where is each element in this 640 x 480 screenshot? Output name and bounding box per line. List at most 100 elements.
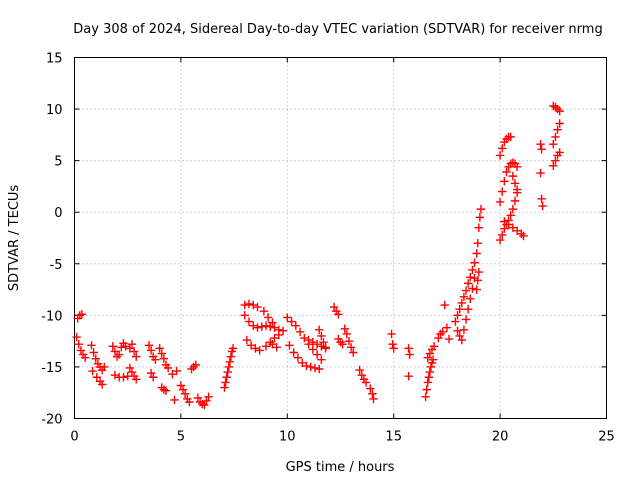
- data-point: [334, 310, 343, 319]
- data-point: [80, 353, 90, 362]
- data-point: [149, 373, 158, 382]
- data-point: [263, 313, 273, 322]
- data-point: [455, 304, 464, 314]
- y-tick-label: -15: [41, 361, 62, 376]
- y-tick-label: -10: [41, 309, 62, 324]
- data-point: [536, 168, 545, 178]
- data-point: [88, 366, 97, 376]
- data-point: [255, 346, 264, 355]
- data-point: [555, 119, 564, 128]
- data-point: [306, 362, 315, 372]
- data-point: [555, 106, 564, 116]
- data-point: [555, 148, 564, 157]
- data-point: [304, 335, 313, 345]
- data-point: [315, 364, 324, 374]
- data-point: [512, 162, 522, 172]
- data-point: [508, 204, 518, 214]
- data-point: [519, 231, 528, 241]
- data-point: [495, 151, 505, 160]
- data-point: [224, 362, 233, 372]
- data-point: [510, 196, 520, 206]
- data-point: [344, 336, 354, 346]
- data-point: [308, 337, 318, 347]
- data-point: [293, 353, 303, 362]
- data-point: [253, 323, 262, 332]
- data-point: [121, 342, 130, 351]
- data-point: [468, 284, 477, 293]
- data-point: [161, 386, 171, 395]
- data-point: [159, 354, 169, 363]
- data-point: [504, 220, 513, 229]
- data-point: [315, 325, 324, 334]
- data-point: [466, 294, 475, 304]
- data-point: [466, 272, 475, 282]
- data-point: [475, 213, 485, 222]
- data-point: [472, 249, 481, 258]
- data-point: [257, 322, 266, 331]
- y-tick-label: 0: [54, 206, 62, 221]
- data-point: [97, 380, 107, 389]
- data-point: [268, 340, 277, 349]
- data-point: [74, 340, 83, 349]
- data-point: [312, 340, 322, 349]
- data-point: [553, 125, 562, 134]
- chart-title: Day 308 of 2024, Sidereal Day-to-day VTE…: [73, 22, 602, 37]
- data-point: [220, 383, 229, 392]
- data-point: [302, 361, 311, 371]
- data-point: [289, 348, 298, 357]
- data-point: [157, 349, 166, 358]
- plot-frame: [74, 57, 607, 419]
- data-point: [551, 156, 560, 165]
- data-point: [421, 392, 430, 402]
- data-point: [442, 323, 452, 332]
- data-point: [474, 223, 484, 232]
- data-point: [512, 185, 522, 194]
- y-tick-label: -20: [41, 413, 62, 428]
- data-point: [270, 323, 279, 332]
- x-tick-label: 0: [70, 430, 78, 445]
- data-point: [244, 317, 254, 326]
- data-point: [227, 347, 237, 356]
- y-tick-label: -5: [50, 258, 63, 273]
- data-point: [204, 392, 213, 402]
- data-point: [249, 300, 258, 310]
- data-point: [108, 342, 118, 351]
- data-point: [285, 341, 294, 350]
- data-point: [321, 343, 330, 352]
- data-point: [495, 197, 505, 207]
- data-point: [389, 344, 398, 353]
- grid-lines: [74, 57, 607, 419]
- data-point: [242, 335, 252, 345]
- data-point: [244, 299, 254, 309]
- data-point: [77, 310, 87, 319]
- y-tick-label: 15: [46, 52, 63, 67]
- axis-ticks: 0 5 10 15 20 25 -20 -15 -10 -5 0 5 10 15: [41, 52, 615, 445]
- data-point: [261, 321, 271, 330]
- data-point: [278, 326, 288, 336]
- data-point: [457, 298, 466, 308]
- data-point: [426, 362, 436, 372]
- data-point: [317, 331, 326, 341]
- data-point: [270, 333, 279, 343]
- data-point: [240, 300, 249, 310]
- data-point: [476, 204, 486, 214]
- data-point: [185, 397, 194, 407]
- data-point: [500, 177, 509, 186]
- data-point: [404, 372, 413, 381]
- data-point: [510, 179, 520, 188]
- data-point: [300, 333, 309, 343]
- data-point: [349, 348, 358, 357]
- data-point: [223, 367, 232, 377]
- y-tick-label: 5: [54, 155, 62, 170]
- data-point: [291, 321, 301, 330]
- y-axis-label: SDTVAR / TECUs: [7, 185, 22, 292]
- data-point: [369, 394, 378, 404]
- data-point: [119, 373, 128, 382]
- data-point: [424, 373, 434, 382]
- data-point: [317, 355, 326, 364]
- data-point: [87, 341, 96, 350]
- data-point: [228, 344, 238, 353]
- data-point: [91, 354, 100, 363]
- data-point: [549, 161, 558, 170]
- data-point: [388, 340, 397, 349]
